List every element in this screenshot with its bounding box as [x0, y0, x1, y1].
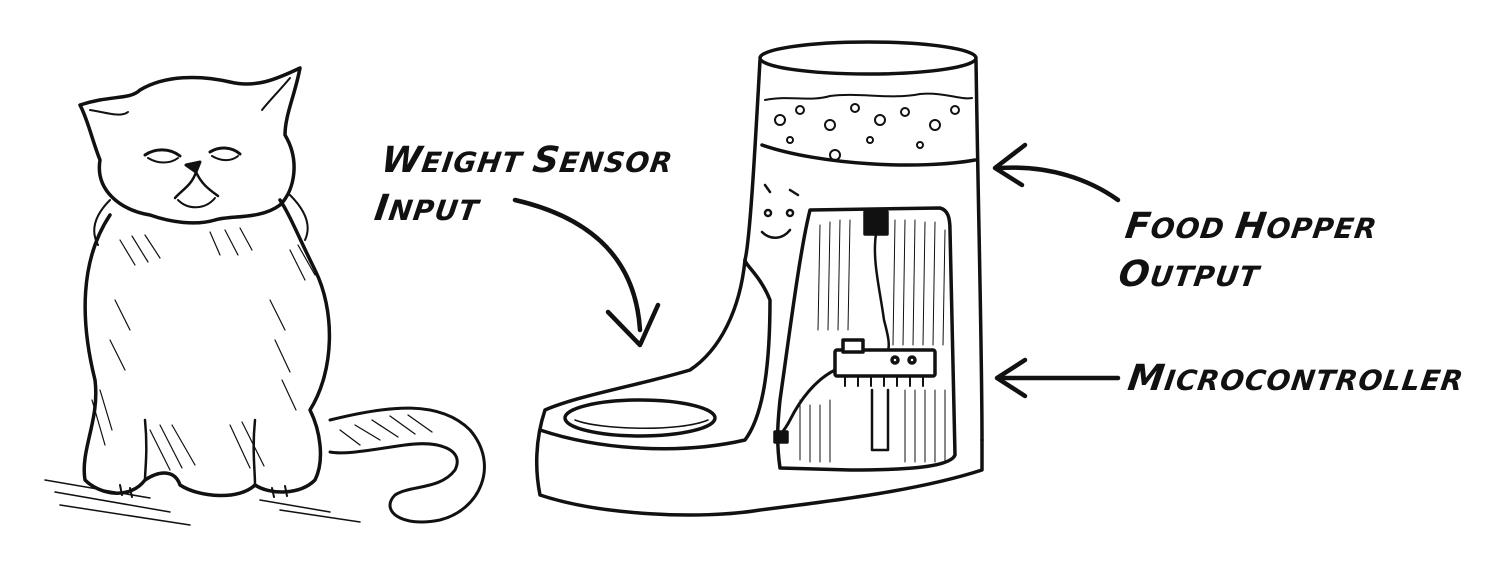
feeder-illustration: [534, 40, 984, 517]
cat-illustration: [44, 66, 486, 526]
cat-leg-right: [252, 418, 257, 487]
label-food-hopper-line1: FOOD HOPPER: [1122, 206, 1380, 247]
sensor-wire: [774, 368, 837, 442]
kibble: [764, 92, 973, 161]
cat-nose: [184, 160, 202, 174]
cutaway-window: [775, 206, 957, 472]
arrow-food-hopper: [997, 165, 1121, 203]
feeder-face: [760, 183, 800, 239]
microcontroller-board: [833, 348, 937, 378]
servo: [863, 210, 889, 236]
label-weight-sensor-line2: INPUT: [371, 188, 482, 229]
cat-fur-hatching: [91, 227, 316, 471]
label-microcontroller: MICROCONTROLLER: [1125, 358, 1467, 399]
cat-head: [78, 66, 302, 225]
cat-leg-left: [143, 418, 148, 482]
arrow-weight-sensor: [512, 197, 643, 333]
feeder-base: [534, 258, 984, 517]
window-hatching: [799, 219, 946, 463]
cat-eye-left: [143, 148, 182, 158]
hopper-top: [758, 40, 978, 76]
feeder-bowl: [563, 398, 717, 438]
label-food-hopper-line2: OUTPUT: [1115, 254, 1262, 295]
cat-tail: [328, 406, 486, 524]
arrows: [512, 142, 1121, 399]
food-level-line: [760, 143, 977, 167]
label-weight-sensor-input: WEIGHT SENSOR INPUT: [371, 138, 676, 234]
cat-body: [82, 198, 332, 498]
label-weight-sensor-line1: WEIGHT SENSOR: [378, 140, 676, 181]
label-food-hopper-output: FOOD HOPPER OUTPUT: [1115, 204, 1380, 300]
cat-eye-right: [208, 146, 242, 156]
hopper-walls: [743, 58, 984, 442]
